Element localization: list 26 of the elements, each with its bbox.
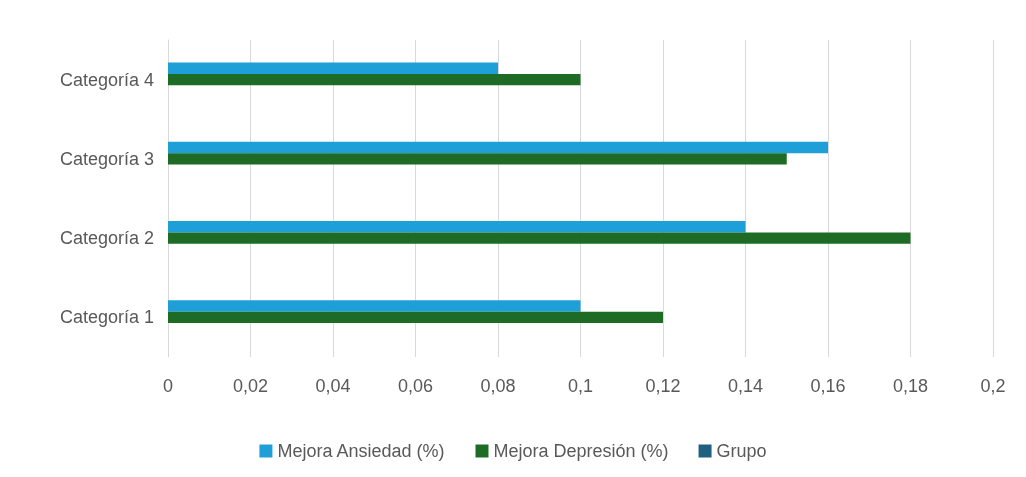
bar (168, 311, 663, 324)
x-tick-label: 0,2 (980, 376, 1006, 396)
bar (168, 141, 828, 154)
x-tick-label: 0,1 (567, 376, 594, 396)
y-tick-label: Categoría 2 (59, 228, 154, 249)
x-tick-label: 0,12 (645, 376, 681, 396)
x-tick-label: 0,04 (315, 376, 351, 396)
bar (168, 73, 581, 86)
y-tick-label: Categoría 3 (59, 148, 154, 169)
x-tick-label: 0,08 (480, 376, 516, 396)
x-tick-label: 0 (162, 376, 174, 396)
bar (168, 62, 498, 74)
x-tick-label: 0,02 (232, 376, 269, 396)
y-tick-label: Categoría 1 (59, 307, 154, 328)
legend-label: Mejora Depresión (%) (493, 441, 669, 461)
bar (168, 221, 746, 233)
x-tick-label: 0,18 (892, 376, 929, 396)
bar (168, 232, 911, 244)
x-tick-label: 0,14 (727, 376, 764, 396)
legend-label: Mejora Ansiedad (%) (277, 441, 445, 461)
x-tick-label: 0,06 (397, 376, 434, 396)
legend-label: Grupo (716, 441, 767, 461)
bar (168, 300, 581, 312)
bar (168, 153, 787, 165)
y-tick-label: Categoría 4 (59, 69, 154, 90)
x-tick-label: 0,16 (810, 376, 846, 396)
